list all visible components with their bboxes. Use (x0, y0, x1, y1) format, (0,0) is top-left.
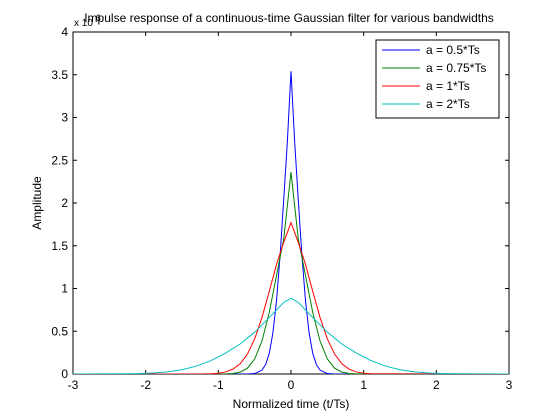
y-axis-exponent: x 10 6 (74, 13, 101, 29)
series-line-1 (73, 71, 509, 374)
x-tick-label: 1 (360, 378, 367, 392)
series-lines (73, 71, 509, 374)
y-axis-exponent-base: x 10 (74, 18, 93, 29)
legend-box (375, 39, 500, 119)
x-axis-ticks: -3 -2 -1 0 1 2 3 (68, 32, 513, 392)
x-tick-label: -3 (68, 378, 79, 392)
series-line-3 (73, 221, 509, 374)
x-tick-label: -1 (213, 378, 224, 392)
legend-label: a = 0.75*Ts (426, 61, 486, 75)
x-tick-label: 0 (288, 378, 295, 392)
x-tick-label: -2 (140, 378, 151, 392)
y-tick-label: 4 (61, 25, 68, 39)
chart-title: Impulse response of a continuous-time Ga… (84, 11, 494, 25)
x-axis-label: Normalized time (t/Ts) (233, 397, 350, 411)
x-tick-label: 2 (433, 378, 440, 392)
y-tick-label: 1 (61, 282, 68, 296)
y-tick-label: 2.5 (51, 153, 68, 167)
x-tick-label: 3 (506, 378, 513, 392)
y-tick-label: 3.5 (51, 68, 68, 82)
legend-label: a = 2*Ts (426, 97, 470, 111)
y-tick-label: 1.5 (51, 239, 68, 253)
y-axis-ticks: 0 0.5 1 1.5 2 2.5 3 3.5 4 (51, 25, 509, 381)
series-line-2 (73, 172, 509, 374)
y-tick-label: 0.5 (51, 324, 68, 338)
y-tick-label: 2 (61, 196, 68, 210)
series-line-4 (73, 297, 509, 374)
y-tick-label: 0 (61, 367, 68, 381)
legend: a = 0.5*Ts a = 0.75*Ts a = 1*Ts a = 2*Ts (375, 39, 500, 119)
y-tick-label: 3 (61, 111, 68, 125)
y-axis-label: Amplitude (30, 176, 44, 230)
y-axis-exponent-power: 6 (96, 13, 101, 23)
legend-label: a = 0.5*Ts (426, 43, 480, 57)
legend-label: a = 1*Ts (426, 79, 470, 93)
